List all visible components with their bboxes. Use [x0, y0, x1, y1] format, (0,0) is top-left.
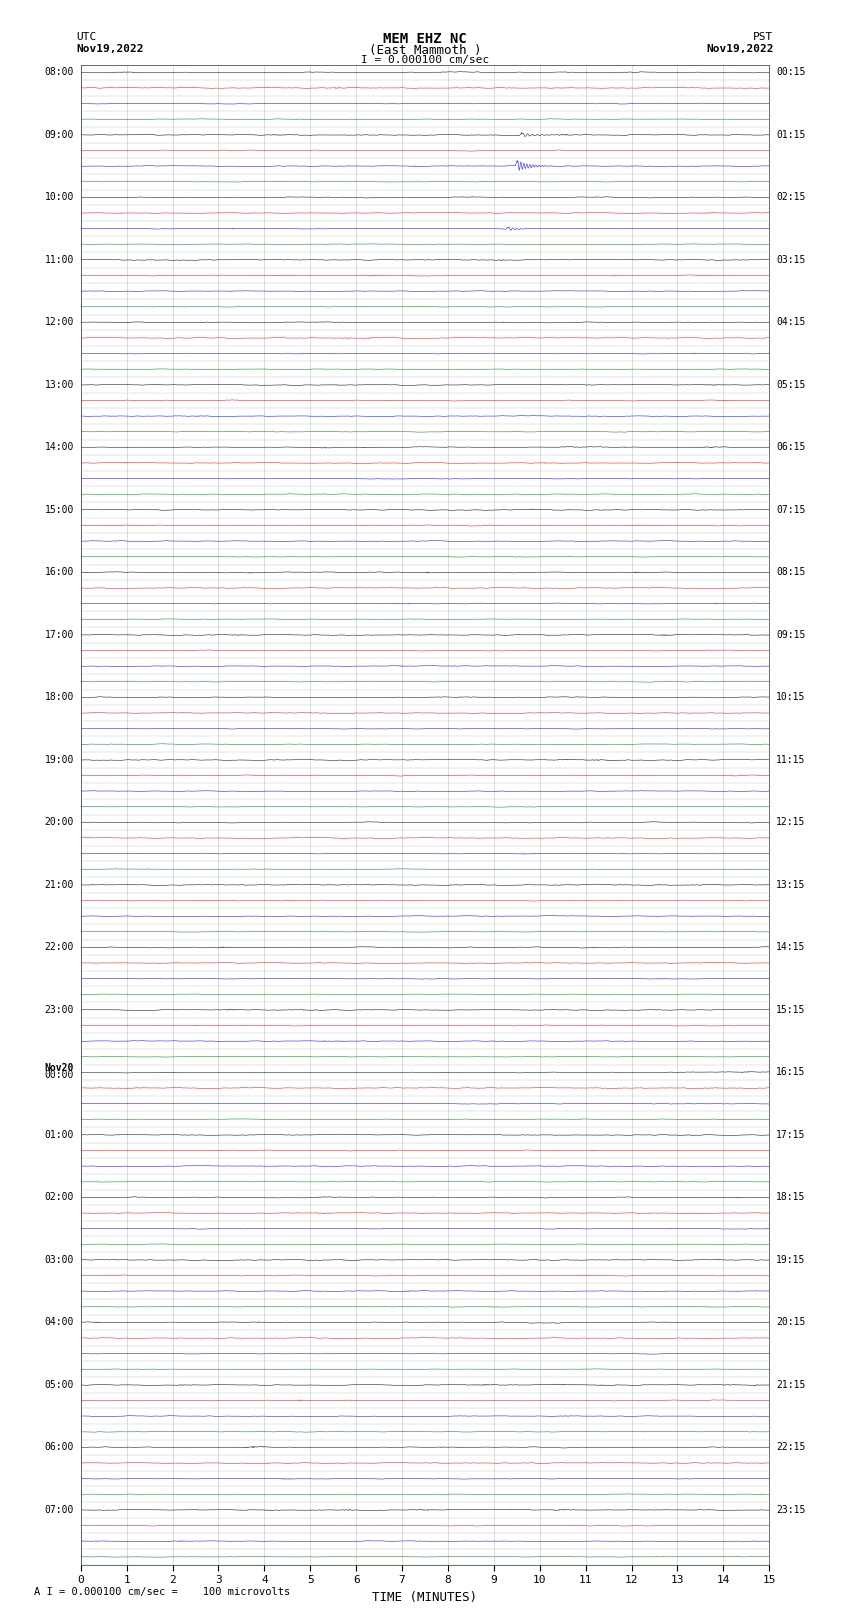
Text: 14:15: 14:15 [776, 942, 806, 952]
Text: A I = 0.000100 cm/sec =    100 microvolts: A I = 0.000100 cm/sec = 100 microvolts [34, 1587, 290, 1597]
Text: Nov19,2022: Nov19,2022 [76, 44, 144, 53]
Text: 11:00: 11:00 [44, 255, 74, 265]
Text: 19:15: 19:15 [776, 1255, 806, 1265]
Text: 18:00: 18:00 [44, 692, 74, 702]
Text: 08:00: 08:00 [44, 68, 74, 77]
Text: 11:15: 11:15 [776, 755, 806, 765]
Text: 04:15: 04:15 [776, 318, 806, 327]
Text: 16:15: 16:15 [776, 1068, 806, 1077]
Text: I = 0.000100 cm/sec: I = 0.000100 cm/sec [361, 55, 489, 65]
Text: 21:15: 21:15 [776, 1379, 806, 1390]
Text: 09:00: 09:00 [44, 129, 74, 140]
Text: UTC: UTC [76, 32, 97, 42]
Text: 22:00: 22:00 [44, 942, 74, 952]
Text: 01:00: 01:00 [44, 1129, 74, 1140]
Text: Nov19,2022: Nov19,2022 [706, 44, 774, 53]
Text: 22:15: 22:15 [776, 1442, 806, 1452]
Text: 06:15: 06:15 [776, 442, 806, 452]
Text: 19:00: 19:00 [44, 755, 74, 765]
Text: 10:15: 10:15 [776, 692, 806, 702]
Text: 15:15: 15:15 [776, 1005, 806, 1015]
Text: 02:15: 02:15 [776, 192, 806, 202]
Text: 08:15: 08:15 [776, 568, 806, 577]
Text: 03:15: 03:15 [776, 255, 806, 265]
Text: 01:15: 01:15 [776, 129, 806, 140]
Text: 12:00: 12:00 [44, 318, 74, 327]
Text: 05:00: 05:00 [44, 1379, 74, 1390]
Text: 07:15: 07:15 [776, 505, 806, 515]
Text: 17:15: 17:15 [776, 1129, 806, 1140]
Text: (East Mammoth ): (East Mammoth ) [369, 44, 481, 56]
Text: 05:15: 05:15 [776, 379, 806, 390]
Text: 20:15: 20:15 [776, 1318, 806, 1327]
Text: 00:00: 00:00 [44, 1069, 74, 1079]
Text: 13:15: 13:15 [776, 879, 806, 890]
Text: 06:00: 06:00 [44, 1442, 74, 1452]
Text: 13:00: 13:00 [44, 379, 74, 390]
Text: 17:00: 17:00 [44, 629, 74, 640]
X-axis label: TIME (MINUTES): TIME (MINUTES) [372, 1590, 478, 1603]
Text: 00:15: 00:15 [776, 68, 806, 77]
Text: 14:00: 14:00 [44, 442, 74, 452]
Text: 18:15: 18:15 [776, 1192, 806, 1202]
Text: 10:00: 10:00 [44, 192, 74, 202]
Text: 15:00: 15:00 [44, 505, 74, 515]
Text: 09:15: 09:15 [776, 629, 806, 640]
Text: 21:00: 21:00 [44, 879, 74, 890]
Text: 04:00: 04:00 [44, 1318, 74, 1327]
Text: Nov20: Nov20 [44, 1063, 74, 1073]
Text: PST: PST [753, 32, 774, 42]
Text: 23:15: 23:15 [776, 1505, 806, 1515]
Text: 02:00: 02:00 [44, 1192, 74, 1202]
Text: 12:15: 12:15 [776, 818, 806, 827]
Text: 03:00: 03:00 [44, 1255, 74, 1265]
Text: MEM EHZ NC: MEM EHZ NC [383, 32, 467, 47]
Text: 16:00: 16:00 [44, 568, 74, 577]
Text: 07:00: 07:00 [44, 1505, 74, 1515]
Text: 20:00: 20:00 [44, 818, 74, 827]
Text: 23:00: 23:00 [44, 1005, 74, 1015]
